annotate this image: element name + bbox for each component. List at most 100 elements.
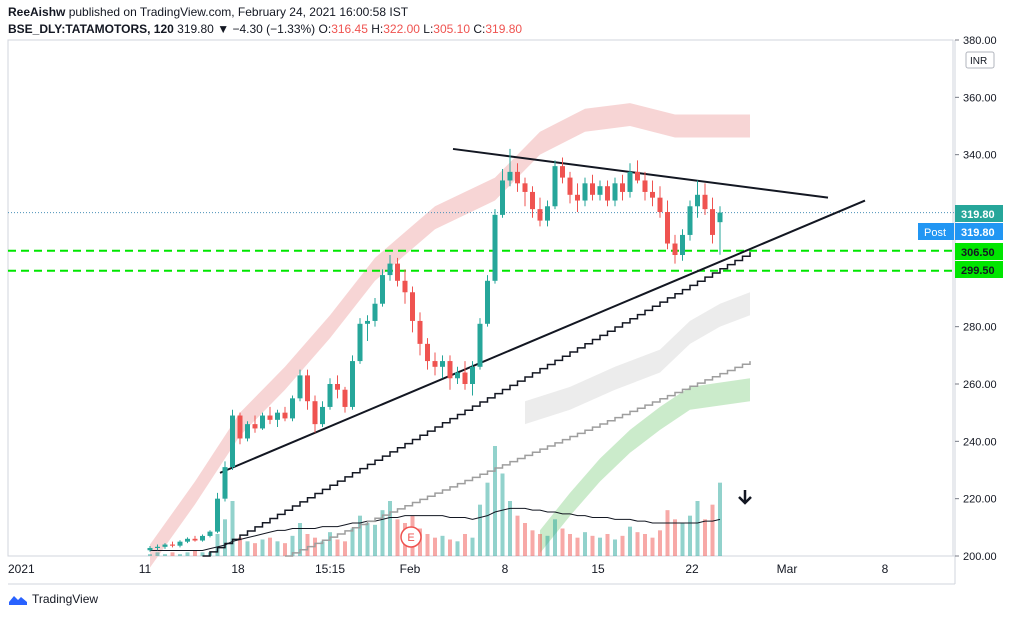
volume-bar xyxy=(643,534,647,556)
candle-body xyxy=(470,366,475,384)
x-tick-label: 15:15 xyxy=(315,562,345,576)
price-change: −4.30 (−1.33%) xyxy=(232,22,316,36)
volume-bar xyxy=(583,532,587,556)
volume-bar xyxy=(365,523,370,556)
candle-body xyxy=(522,183,528,192)
volume-bar xyxy=(515,515,520,556)
candle-body xyxy=(530,191,535,210)
candle-body xyxy=(432,361,438,367)
candle-body xyxy=(395,263,400,281)
y-tick-label: 280.00 xyxy=(963,322,997,334)
volume-bar xyxy=(260,539,265,556)
x-tick-label: 8 xyxy=(502,562,509,576)
ohlc-legend: BSE_DLY:TATAMOTORS, 120 319.80 ▼ −4.30 (… xyxy=(8,22,522,36)
candle-body xyxy=(320,406,325,425)
candle-body xyxy=(342,389,348,407)
candle-body xyxy=(687,206,693,235)
trailing-stop-gray-line xyxy=(285,361,751,557)
candle-body xyxy=(350,361,355,407)
volume-bar xyxy=(710,504,715,556)
publisher-name: ReeAishw xyxy=(8,5,66,19)
volume-bar xyxy=(155,552,160,556)
candle-body xyxy=(665,212,670,244)
candle-body xyxy=(597,186,603,195)
candle-body xyxy=(417,320,423,344)
volume-bar xyxy=(163,554,167,556)
resistance-trendline xyxy=(452,147,829,199)
candle-body xyxy=(267,415,273,420)
volume-bar xyxy=(448,539,452,556)
candle-body xyxy=(672,243,678,255)
volume-bar xyxy=(523,523,527,556)
earnings-marker-icon xyxy=(400,526,422,548)
x-tick-label: 22 xyxy=(685,562,699,576)
brand-label: TradingView xyxy=(32,592,99,606)
change-arrow-icon: ▼ xyxy=(217,22,230,36)
candle-body xyxy=(147,547,153,551)
price-badge xyxy=(955,243,1003,260)
volume-bar xyxy=(455,541,460,556)
open-label: O: xyxy=(318,22,332,36)
candle-body xyxy=(717,212,723,223)
x-tick-label: 8 xyxy=(882,562,889,576)
x-tick-label: 18 xyxy=(231,562,245,576)
price-badge-label: 319.80 xyxy=(961,227,995,239)
volume-bar xyxy=(695,501,700,556)
candle-body xyxy=(695,194,700,207)
volume-bar xyxy=(635,532,640,556)
volume-bar xyxy=(290,535,295,556)
volume-bar xyxy=(598,537,602,556)
volume-bar xyxy=(373,524,377,556)
lower-cloud xyxy=(540,378,750,554)
candle-body xyxy=(387,263,393,276)
support-trendline xyxy=(219,199,866,474)
candle-body xyxy=(545,206,550,221)
volume-bar xyxy=(298,523,302,556)
high-value: 322.00 xyxy=(383,22,420,36)
volume-bar xyxy=(253,543,257,556)
candle-body xyxy=(162,544,168,547)
volume-bar xyxy=(380,510,385,556)
candle-body xyxy=(230,415,235,468)
volume-bar xyxy=(673,519,677,556)
volume-bar xyxy=(215,534,220,556)
candle-body xyxy=(215,498,220,532)
candle-body xyxy=(372,303,378,321)
candle-body xyxy=(245,424,250,439)
volume-bar xyxy=(665,510,670,556)
trailing-stop-line xyxy=(202,252,751,557)
volume-bar xyxy=(650,537,655,556)
candle-body xyxy=(222,467,228,499)
volume-bar xyxy=(223,519,227,556)
candle-body xyxy=(237,415,243,439)
volume-bar xyxy=(335,539,340,556)
volume-bar xyxy=(463,534,467,556)
volume-bar xyxy=(343,541,347,556)
post-badge-label: Post xyxy=(924,227,946,239)
price-badge xyxy=(955,205,1003,222)
candle-body xyxy=(185,538,190,542)
candle-body xyxy=(155,546,160,548)
volume-bar xyxy=(485,482,490,556)
y-tick-label: 240.00 xyxy=(963,436,997,448)
currency-label: INR xyxy=(970,56,987,67)
candle-body xyxy=(485,280,490,324)
volume-bar xyxy=(680,523,685,556)
candle-body xyxy=(710,209,715,235)
candle-body xyxy=(357,323,363,362)
volume-bar xyxy=(440,535,445,556)
y-tick-label: 340.00 xyxy=(963,150,997,162)
candle-body xyxy=(657,197,663,212)
candle-body xyxy=(582,183,588,201)
candle-body xyxy=(477,323,483,367)
volume-bar xyxy=(328,532,332,556)
candle-body xyxy=(410,292,415,321)
volume-bar xyxy=(275,541,280,556)
symbol-label: BSE_DLY:TATAMOTORS, 120 xyxy=(8,22,174,36)
volume-bar xyxy=(620,535,625,556)
down-arrow-icon xyxy=(738,490,752,505)
candle-body xyxy=(327,384,333,407)
candle-body xyxy=(650,191,655,198)
volume-bar xyxy=(500,473,505,556)
